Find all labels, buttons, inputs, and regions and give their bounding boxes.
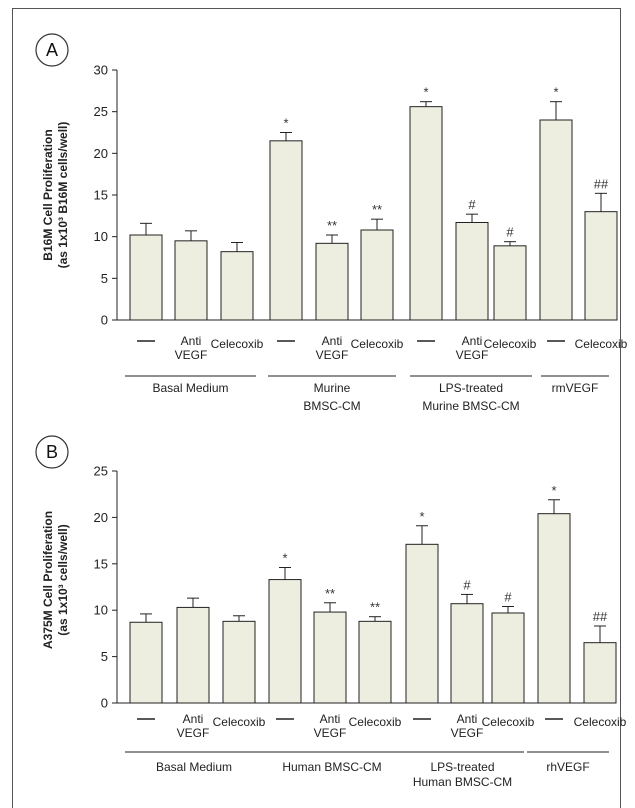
panel-a-badge [35,33,69,67]
panel-b-group-name: Basal Medium [156,760,232,774]
panel-b-ylabel-line1: A375M Cell Proliferation [41,511,55,649]
panel-a-bar [129,234,163,321]
panel-a-significance-mark: * [423,85,428,100]
panel-b-significance-mark: # [504,589,512,604]
panel-a-bar [493,245,527,321]
panel-b-ylabel-line2: (as 1x10³ cells/well) [56,524,70,635]
panel-b-bar [358,620,392,704]
panel-b-chart: B A375M Cell Proliferation (as 1x10³ cel… [35,435,627,789]
panel-a-bar [174,240,208,321]
panel-a-bar [409,106,443,321]
panel-b-ytick-label: 20 [94,510,108,525]
panel-a-significance-mark: * [553,85,558,100]
panel-b-bar-label: Anti [183,712,204,726]
panel-b-significance-mark: ** [325,586,335,601]
panel-b-bar [313,611,347,704]
panel-b-bar [537,513,571,704]
panel-a-ytick-label: 25 [94,104,108,119]
panel-b-significance-mark: ## [593,609,608,624]
panel-a-bar [584,211,618,321]
panel-a-bar-label: Celecoxib [211,337,264,351]
panel-a-significance-mark: ** [327,218,337,233]
panel-a-group-name: BMSC-CM [303,399,360,413]
panel-b-significance-mark: * [551,483,556,498]
panel-a-group-name: Murine BMSC-CM [422,399,519,413]
panel-a-bar [220,251,254,321]
panel-a-bar-label: Celecoxib [351,337,404,351]
panel-b-bar [268,579,302,704]
panel-b-ytick-label: 10 [94,603,108,618]
panel-a-ytick-label: 5 [101,271,108,286]
panel-b-bar [583,642,617,704]
panel-b-bar [176,606,210,704]
panel-a-group-name: rmVEGF [552,381,599,395]
panel-a-ytick-label: 15 [94,188,108,203]
figure-frame [12,8,621,808]
panel-b-group-name: Human BMSC-CM [413,775,512,789]
panel-a-bar [315,242,349,321]
panel-a-significance-mark: # [506,225,514,240]
panel-a-bar-label: Anti [322,334,343,348]
panel-a-group-name: LPS-treated [439,381,503,395]
panel-a-bar-label: Celecoxib [484,337,537,351]
panel-a-significance-mark: ## [594,176,609,191]
panel-b-bar-label: VEGF [177,726,210,740]
panel-a-group-name: Murine [314,381,351,395]
panel-b-bar-label: VEGF [314,726,347,740]
panel-b-bar [450,603,484,704]
panel-b-bar-label: Celecoxib [213,715,266,729]
panel-a-ytick-label: 10 [94,229,108,244]
panel-b-bar [129,621,163,704]
panel-a-bar-label: Celecoxib [575,337,628,351]
panel-b-bar [222,620,256,704]
panel-a-significance-mark: ** [372,202,382,217]
panel-b-significance-mark: * [282,551,287,566]
panel-b-ytick-label: 15 [94,556,108,571]
panel-b-ytick-label: 25 [94,464,108,479]
panel-b-group-name: rhVEGF [546,760,589,774]
panel-b-significance-mark: * [419,509,424,524]
panel-a-bar [360,229,394,321]
panel-a-ylabel-line2: (as 1x10³ B16M cells/well) [56,122,70,269]
panel-a-significance-mark: * [283,116,288,131]
panel-b-group-name: LPS-treated [430,760,494,774]
panel-b-bar-label: Anti [320,712,341,726]
panel-b-ytick-label: 0 [101,696,108,711]
panel-a-bar [269,140,303,321]
panel-b-bar-label: Celecoxib [349,715,402,729]
panel-a-bar-label: Anti [462,334,483,348]
panel-a-group-name: Basal Medium [152,381,228,395]
panel-b-bar-label: Celecoxib [482,715,535,729]
panel-a-ytick-label: 0 [101,313,108,328]
panel-a-bar [455,222,489,321]
panel-b-bar-label: VEGF [451,726,484,740]
panel-b-bar [405,543,439,704]
panel-a-bar-label: VEGF [316,348,349,362]
panel-b-badge [35,435,69,469]
panel-a-ylabel-line1: B16M Cell Proliferation [41,129,55,260]
panel-b-label: B [46,442,58,462]
panel-a-label: A [46,40,58,60]
panel-a-bar [539,119,573,321]
panel-a-bar-label: Anti [181,334,202,348]
panel-a-bar-label: VEGF [456,348,489,362]
panel-a-ytick-label: 30 [94,63,108,78]
panel-a-chart: A B16M Cell Proliferation (as 1x10³ B16M… [35,33,628,413]
panel-b-significance-mark: ** [370,600,380,615]
panel-b-significance-mark: # [463,577,471,592]
panel-b-bar-label: Celecoxib [574,715,627,729]
panel-b-ytick-label: 5 [101,649,108,664]
figure-canvas: A B16M Cell Proliferation (as 1x10³ B16M… [35,33,628,789]
panel-b-bar-label: Anti [457,712,478,726]
panel-b-group-name: Human BMSC-CM [282,760,381,774]
panel-a-significance-mark: # [468,197,476,212]
panel-a-ytick-label: 20 [94,146,108,161]
panel-b-bar [491,612,525,704]
panel-a-bar-label: VEGF [175,348,208,362]
